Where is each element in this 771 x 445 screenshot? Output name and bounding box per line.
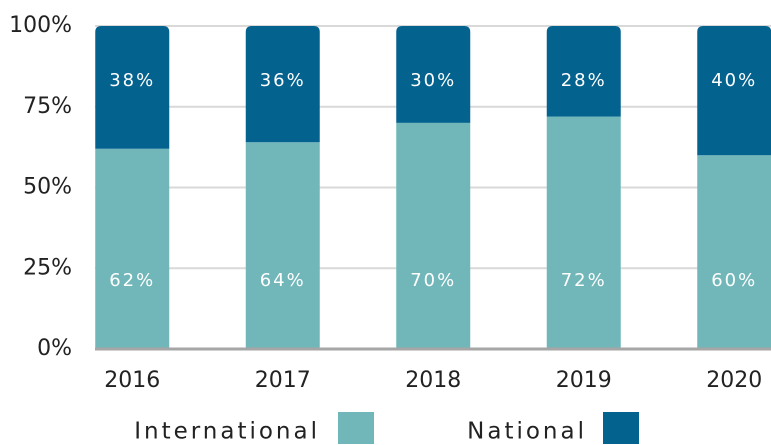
x-tick-label: 2020 [706,368,762,393]
legend-swatch [603,412,639,444]
value-label: 36% [260,70,306,91]
y-tick-label: 0% [37,336,72,361]
legend-swatch [338,412,374,444]
bar-segment [546,26,621,117]
x-tick-label: 2018 [405,368,461,393]
value-label: 64% [260,270,306,291]
bar-segment [396,26,471,123]
bar-segment [95,26,170,149]
legend-label: International [134,419,320,445]
value-label: 40% [711,70,757,91]
value-label: 38% [109,70,155,91]
bar-segment [546,116,621,349]
legend-label: National [467,419,587,445]
x-tick-label: 2016 [104,368,160,393]
y-tick-label: 75% [23,94,72,119]
x-tick-label: 2019 [556,368,612,393]
bar-segment [396,122,471,350]
value-label: 28% [561,70,607,91]
bar-segment [697,26,771,156]
y-tick-label: 100% [9,13,72,38]
x-tick-label: 2017 [255,368,311,393]
bar-segment [697,155,771,349]
value-label: 30% [410,70,456,91]
bar-segment [245,26,320,143]
bar-segment [95,148,170,349]
y-tick-label: 50% [23,175,72,200]
value-label: 60% [711,270,757,291]
value-label: 70% [410,270,456,291]
bar-segment [245,142,320,349]
value-label: 72% [561,270,607,291]
value-label: 62% [109,270,155,291]
y-tick-label: 25% [23,255,72,280]
